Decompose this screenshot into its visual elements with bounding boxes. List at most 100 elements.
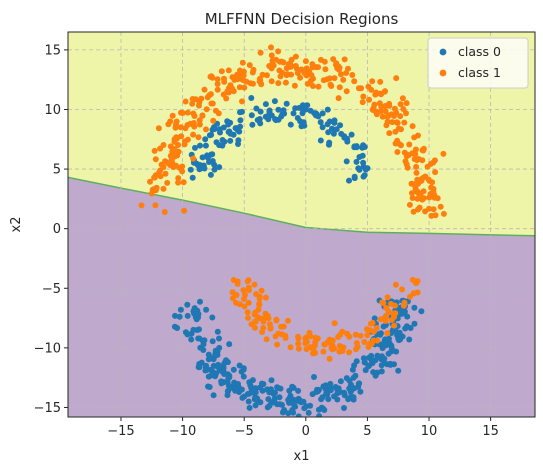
data-point-class-0 (213, 370, 220, 377)
data-point-class-0 (210, 356, 217, 363)
data-point-class-0 (325, 396, 332, 403)
data-point-class-1 (310, 75, 316, 82)
data-point-class-1 (391, 105, 398, 112)
data-point-class-1 (403, 153, 410, 160)
data-point-class-1 (272, 333, 279, 340)
data-point-class-1 (149, 186, 156, 193)
data-point-class-0 (279, 409, 286, 416)
data-point-class-0 (245, 398, 252, 405)
data-point-class-0 (290, 409, 297, 416)
data-point-class-1 (384, 113, 391, 120)
data-point-class-0 (383, 342, 390, 349)
data-point-class-0 (249, 377, 256, 384)
data-point-class-0 (184, 301, 191, 308)
data-point-class-0 (325, 129, 332, 136)
data-point-class-1 (244, 309, 251, 316)
legend: class 0 class 1 (427, 37, 529, 89)
data-point-class-1 (157, 167, 163, 174)
data-point-class-1 (175, 179, 182, 186)
data-point-class-1 (190, 131, 197, 138)
data-point-class-1 (295, 345, 302, 352)
data-point-class-0 (321, 407, 328, 413)
data-point-class-1 (248, 321, 255, 328)
data-point-class-1 (241, 84, 248, 91)
data-point-class-0 (278, 113, 285, 120)
y-tick-label: 5 (53, 163, 61, 178)
data-point-class-1 (393, 75, 400, 82)
data-point-class-0 (341, 405, 347, 411)
data-point-class-1 (403, 110, 409, 117)
data-point-class-0 (252, 402, 259, 409)
data-point-class-1 (255, 315, 262, 321)
x-tick-label: −5 (235, 424, 254, 439)
data-point-class-0 (350, 374, 357, 381)
data-point-class-0 (187, 166, 194, 173)
data-point-class-1 (377, 78, 384, 85)
y-tick-label: −5 (42, 282, 61, 297)
data-point-class-1 (251, 281, 258, 288)
data-point-class-1 (162, 170, 169, 177)
data-point-class-1 (199, 112, 206, 119)
data-point-class-1 (234, 71, 241, 78)
data-point-class-0 (258, 380, 265, 387)
data-point-class-1 (359, 99, 366, 106)
data-point-class-1 (295, 335, 302, 342)
data-point-class-0 (214, 328, 221, 335)
data-point-class-0 (266, 108, 273, 115)
data-point-class-0 (355, 165, 362, 172)
data-point-class-0 (368, 352, 375, 359)
data-point-class-1 (392, 281, 399, 288)
chart-title: MLFFNN Decision Regions (205, 10, 399, 28)
data-point-class-1 (382, 317, 389, 324)
data-point-class-1 (409, 276, 416, 283)
data-point-class-0 (237, 109, 243, 116)
y-axis-label: x2 (9, 217, 24, 233)
data-point-class-1 (152, 156, 159, 163)
data-point-class-0 (361, 144, 368, 150)
data-point-class-1 (407, 293, 413, 300)
data-point-class-0 (246, 404, 253, 411)
data-point-class-0 (338, 130, 345, 137)
data-point-class-1 (304, 80, 311, 87)
data-point-class-0 (351, 173, 358, 180)
data-point-class-1 (152, 202, 159, 209)
data-point-class-0 (227, 137, 234, 144)
data-point-class-0 (343, 375, 350, 382)
data-point-class-1 (354, 343, 361, 350)
data-point-class-0 (219, 142, 226, 149)
data-point-class-1 (331, 320, 338, 327)
data-point-class-0 (237, 117, 244, 124)
data-point-class-0 (357, 388, 364, 395)
data-point-class-0 (253, 105, 260, 112)
data-point-class-1 (384, 294, 391, 301)
data-point-class-1 (437, 203, 444, 210)
data-point-class-0 (315, 406, 322, 413)
x-tick-label: −15 (107, 424, 134, 439)
data-point-class-1 (378, 91, 385, 98)
data-point-class-1 (269, 57, 276, 64)
data-point-class-1 (392, 128, 399, 135)
data-point-class-1 (361, 339, 368, 345)
data-point-class-1 (212, 107, 219, 114)
data-point-class-1 (409, 190, 415, 197)
data-point-class-1 (312, 334, 319, 341)
data-point-class-0 (371, 315, 378, 322)
data-point-class-1 (322, 66, 329, 73)
data-point-class-1 (256, 302, 263, 309)
data-point-class-1 (422, 173, 429, 180)
data-point-class-0 (254, 117, 261, 123)
decision-boundary-line (68, 176, 535, 237)
data-point-class-1 (157, 173, 164, 180)
data-point-class-0 (377, 331, 384, 338)
data-point-class-0 (216, 126, 223, 133)
data-point-class-0 (353, 358, 360, 365)
data-point-class-1 (397, 101, 404, 108)
data-point-class-1 (337, 331, 344, 338)
data-point-class-0 (225, 374, 232, 381)
data-point-class-0 (248, 95, 255, 101)
data-point-class-1 (366, 327, 373, 334)
data-point-class-0 (307, 402, 314, 409)
data-point-class-1 (343, 88, 350, 95)
data-point-class-0 (189, 174, 196, 181)
data-point-class-1 (147, 178, 153, 185)
